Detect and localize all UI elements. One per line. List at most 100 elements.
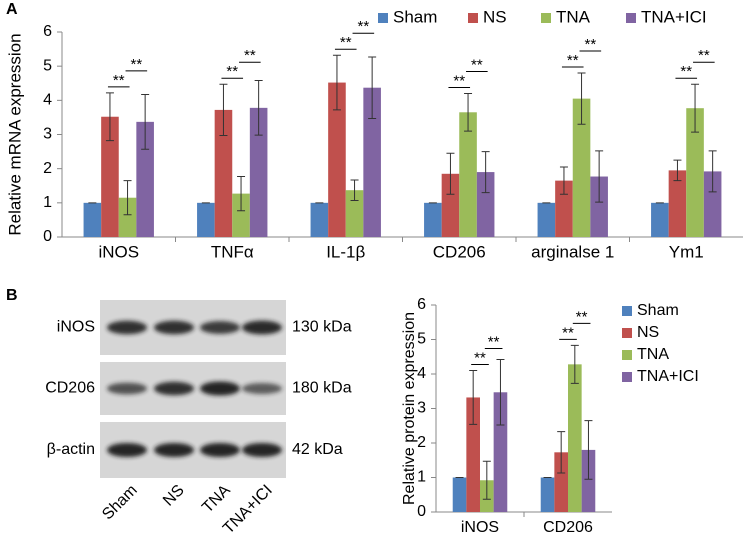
bar	[537, 202, 556, 237]
blot-band	[107, 320, 147, 335]
legend-label: TNA	[637, 346, 669, 363]
y-tick-label: 6	[43, 23, 52, 40]
error-bar	[673, 159, 682, 182]
blot-lane-label: NS	[160, 482, 188, 510]
blot-band	[154, 381, 194, 396]
legend-label: Sham	[637, 302, 679, 319]
legend-swatch	[541, 13, 551, 23]
x-tick-label: TNFα	[211, 242, 254, 261]
y-axis-label: Relative mRNA expression	[5, 33, 24, 235]
error-bar	[237, 176, 246, 212]
error-bar	[577, 72, 586, 125]
significance-label: **	[576, 308, 588, 325]
bar	[572, 98, 591, 237]
legend-swatch	[622, 372, 632, 382]
bar	[101, 116, 119, 237]
error-bar	[496, 359, 505, 426]
blot-band	[200, 381, 240, 396]
significance-label: **	[471, 56, 483, 73]
error-bar	[469, 370, 478, 425]
panel-label: B	[6, 287, 18, 304]
blot-band	[154, 320, 194, 335]
bar	[136, 121, 154, 237]
y-tick-label: 5	[417, 331, 426, 348]
bar	[197, 202, 215, 237]
y-axis-label: Relative protein expression	[401, 312, 418, 505]
error-bar	[219, 83, 228, 137]
blot-band	[200, 321, 240, 334]
legend-swatch	[626, 13, 636, 23]
error-bar	[332, 54, 341, 111]
error-bar	[446, 152, 455, 195]
bar	[568, 364, 582, 512]
bar	[328, 82, 346, 237]
y-tick-label: 4	[417, 365, 426, 382]
bar	[345, 190, 364, 237]
y-tick-label: 3	[43, 126, 52, 143]
error-bar	[570, 344, 579, 384]
error-bar	[691, 83, 700, 133]
bar	[476, 172, 495, 237]
bar	[703, 171, 722, 237]
blot-size-label: 130 kDa	[292, 319, 352, 336]
significance-label: **	[567, 52, 579, 69]
legend-swatch	[622, 328, 632, 338]
bar	[554, 452, 568, 512]
error-bar	[123, 180, 132, 216]
y-tick-label: 1	[417, 469, 426, 486]
error-bar	[141, 94, 150, 150]
bar	[310, 202, 329, 237]
x-tick-label: arginalse 1	[531, 242, 614, 261]
blot-band	[242, 443, 282, 457]
y-tick-label: 0	[43, 228, 52, 245]
legend-label: Sham	[393, 7, 437, 26]
y-tick-label: 6	[417, 296, 426, 313]
western-blot: iNOS 130 kDa CD206 180 kDa β-actin 42 kDa Sham…	[45, 300, 352, 538]
error-bar	[481, 151, 490, 194]
y-tick-label: 2	[43, 160, 52, 177]
blot-row-label: β-actin	[47, 441, 95, 458]
y-tick-label: 0	[417, 503, 426, 520]
error-bar	[368, 56, 377, 119]
bar	[424, 202, 442, 237]
blot-band	[107, 382, 147, 395]
y-tick-label: 2	[417, 434, 426, 451]
blot-band	[242, 383, 282, 394]
bar	[249, 107, 268, 237]
error-bar	[350, 179, 359, 201]
error-bar	[584, 420, 593, 480]
legend-swatch	[468, 13, 478, 23]
bar	[540, 477, 555, 512]
y-tick-label: 3	[417, 400, 426, 417]
blot-band	[200, 443, 240, 457]
x-tick-label: Ym1	[669, 242, 704, 261]
legend-swatch	[378, 13, 388, 23]
error-bar	[105, 92, 114, 142]
significance-label: **	[584, 36, 596, 53]
significance-label: **	[340, 34, 352, 51]
bar	[83, 202, 102, 237]
x-tick-label: CD206	[543, 519, 593, 536]
y-tick-label: 5	[43, 57, 52, 74]
bar	[590, 176, 608, 237]
bar	[686, 108, 704, 237]
significance-label: **	[453, 72, 465, 89]
x-tick-label: CD206	[433, 242, 486, 261]
legend-label: NS	[483, 7, 507, 26]
significance-label: **	[488, 334, 500, 351]
error-bar	[559, 166, 568, 195]
bar	[493, 392, 508, 512]
legend-label: TNA+ICI	[637, 368, 699, 385]
blot-size-label: 180 kDa	[292, 380, 352, 397]
significance-label: **	[244, 47, 256, 64]
error-bar	[595, 150, 604, 203]
significance-label: **	[130, 56, 142, 73]
legend-swatch	[622, 350, 632, 360]
bar	[459, 112, 477, 237]
legend-label: TNA	[556, 7, 591, 26]
x-tick-label: iNOS	[98, 242, 139, 261]
legend-label: NS	[637, 324, 659, 341]
blot-row-label: iNOS	[57, 319, 95, 336]
blot-row-label: CD206	[45, 380, 95, 397]
error-bar	[464, 93, 473, 132]
